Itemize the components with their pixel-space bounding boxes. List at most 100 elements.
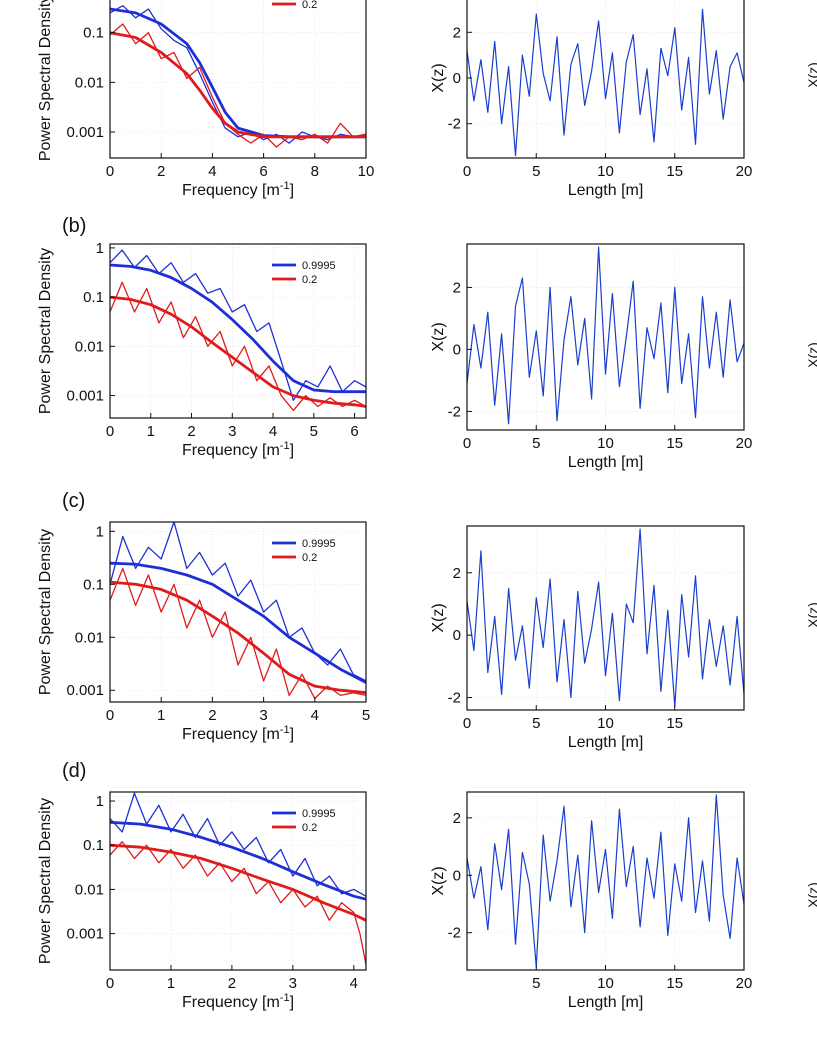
y-tick-label: 0.001: [66, 124, 104, 141]
panel-label: (b): [62, 215, 86, 237]
plot-frame: [109, 521, 367, 703]
legend-label: 0.2: [302, 0, 317, 11]
y-tick-label: 0: [453, 867, 461, 884]
y-axis-label: Power Spectral Density: [37, 0, 54, 161]
x-tick-label: 4: [350, 975, 358, 992]
plot-frame: [109, 791, 367, 971]
x-tick-label: 15: [666, 163, 683, 180]
x-tick-label: 0: [463, 715, 471, 732]
y-tick-label: 0: [453, 627, 461, 644]
x-tick-label: 0: [106, 163, 114, 180]
y-tick-label: 2: [453, 279, 461, 296]
x-tick-label: 6: [350, 423, 358, 440]
x-axis-label: Length [m]: [568, 734, 644, 751]
x-tick-label: 3: [228, 423, 236, 440]
x-axis-label-sup: -1: [280, 724, 290, 736]
series-line-periodogram-09995: [110, 522, 366, 682]
y-tick-label: 1: [96, 523, 104, 540]
gridlines: [466, 244, 745, 430]
x-axis-label: Frequency [m-1]: [182, 992, 294, 1011]
series-line-signal: [467, 794, 744, 968]
x-axis-label-sup: -1: [280, 992, 290, 1004]
x-tick-label: 15: [666, 975, 683, 992]
y-axis-label: Power Spectral Density: [37, 798, 54, 964]
x-tick-label: 1: [167, 975, 175, 992]
right-edge-label-1: X(z): [805, 62, 817, 88]
y-tick-label: 0.01: [75, 74, 104, 91]
y-tick-label: 1: [96, 793, 104, 810]
x-tick-label: 20: [736, 163, 753, 180]
y-tick-label: 2: [453, 565, 461, 582]
x-tick-label: 2: [187, 423, 195, 440]
series-line-fit-09995: [110, 820, 366, 901]
y-axis-label: X(z): [430, 322, 447, 351]
plot-frame: [109, 0, 367, 159]
x-axis-label: Frequency [m-1]: [182, 724, 294, 743]
y-tick-label: 0.1: [83, 837, 104, 854]
panel-label: (d): [62, 760, 86, 782]
y-axis-label: X(z): [430, 63, 447, 92]
series-line-fit-02: [110, 295, 366, 408]
chart-1: 0 2 4 6 8 10 0.1 0.01 0.001 Frequency [m-1] Power …: [37, 0, 374, 199]
x-tick-label: 10: [597, 163, 614, 180]
x-tick-label: 1: [157, 707, 165, 724]
y-tick-label: 0.001: [66, 926, 104, 943]
x-tick-label: 2: [208, 707, 216, 724]
y-tick-label: 0.01: [75, 881, 104, 898]
y-tick-label: -2: [448, 116, 461, 133]
y-tick-label: 0.1: [83, 25, 104, 42]
y-tick-label: 1: [96, 240, 104, 257]
y-tick-label: -2: [448, 403, 461, 420]
x-axis-label-end: ]: [290, 994, 294, 1011]
y-axis-label: X(z): [430, 866, 447, 895]
y-tick-label: 0: [453, 70, 461, 87]
x-tick-label: 15: [666, 715, 683, 732]
series-line-fit-09995: [110, 263, 366, 394]
x-tick-label: 4: [311, 707, 319, 724]
series-line-signal: [467, 246, 744, 425]
series-line-periodogram-09995: [110, 5, 366, 144]
x-tick-label: 10: [597, 715, 614, 732]
chart-3: 0 1 2 3 4 5 6 1 0.1 0.01 0.001 Frequency [m-1] Power…: [37, 215, 367, 459]
legend-label: 0.2: [302, 822, 317, 834]
series-line-signal: [467, 528, 744, 708]
x-tick-label: 2: [228, 975, 236, 992]
x-axis-label-end: ]: [290, 182, 294, 199]
chart-5: 0 1 2 3 4 5 1 0.1 0.01 0.001 Frequency [m-1] Power …: [37, 490, 370, 743]
x-tick-label: 15: [666, 435, 683, 452]
y-axis-label: Power Spectral Density: [37, 248, 54, 414]
y-tick-label: -2: [448, 925, 461, 942]
x-tick-label: 10: [597, 975, 614, 992]
x-axis-label: Length [m]: [568, 454, 644, 471]
series-line-periodogram-09995: [110, 249, 366, 401]
y-tick-label: 2: [453, 810, 461, 827]
y-tick-label: 0.01: [75, 629, 104, 646]
x-tick-label: 5: [362, 707, 370, 724]
x-tick-label: 5: [532, 163, 540, 180]
y-tick-label: 0.001: [66, 682, 104, 699]
x-tick-label: 8: [311, 163, 319, 180]
x-tick-label: 5: [532, 975, 540, 992]
gridlines: [109, 0, 367, 158]
x-tick-label: 0: [463, 435, 471, 452]
y-tick-label: 0.1: [83, 576, 104, 593]
x-axis-label: Length [m]: [568, 182, 644, 199]
y-tick-label: 0.001: [66, 388, 104, 405]
x-tick-label: 2: [157, 163, 165, 180]
gridlines: [467, 792, 745, 970]
right-edge-label-3: X(z): [805, 602, 817, 628]
y-tick-label: 2: [453, 24, 461, 41]
series-line-fit-02: [110, 843, 366, 922]
x-tick-label: 0: [106, 975, 114, 992]
y-axis-label: Power Spectral Density: [37, 529, 54, 695]
gridlines: [109, 792, 366, 970]
x-tick-label: 5: [532, 715, 540, 732]
plot-frame: [109, 243, 367, 419]
x-tick-label: 3: [259, 707, 267, 724]
x-axis-label-end: ]: [290, 442, 294, 459]
x-tick-label: 4: [269, 423, 277, 440]
